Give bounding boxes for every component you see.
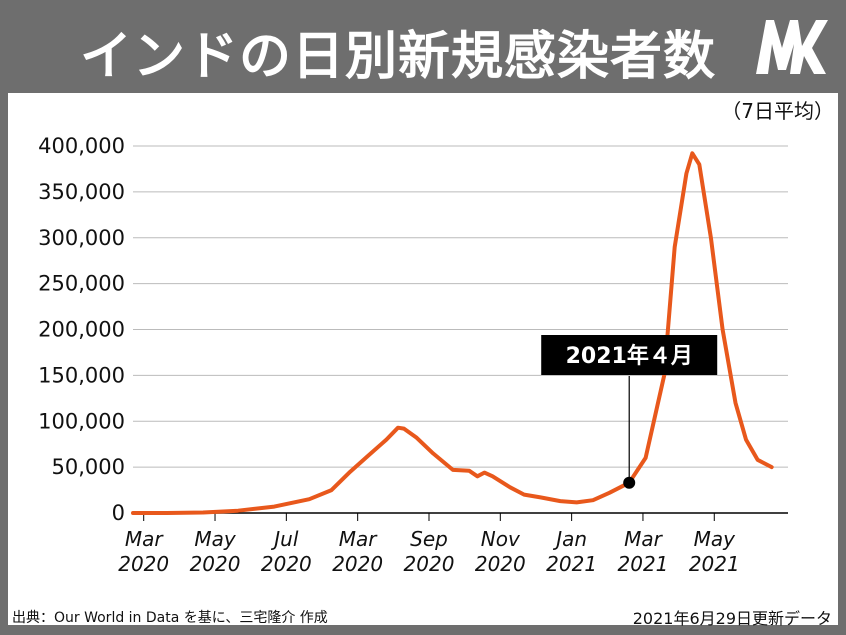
chart-title: インドの日別新規感染者数 [80,27,717,87]
x-tick-month: Jul [270,527,299,551]
y-tick-label: 50,000 [52,455,125,479]
x-tick-year: 2021 [689,552,740,576]
mk-logo-icon [756,20,828,74]
x-tick-month: Mar [339,527,379,551]
annotation-box [541,335,718,375]
y-tick-label: 250,000 [38,272,125,296]
x-tick-month: Nov [481,527,521,551]
annotation-dot [623,476,636,489]
annotation-label: 2021年４月 [566,343,693,369]
x-tick-year: 2020 [118,552,169,576]
x-tick-month: May [194,527,237,551]
source-text: 出典：Our World in Data を基に、三宅隆介 作成 [12,610,328,626]
y-tick-label: 400,000 [38,134,125,158]
average-note: （7日平均） [721,99,834,123]
x-tick-month: Mar [624,527,664,551]
header-bar: インドの日別新規感染者数 [0,0,846,93]
x-tick-year: 2020 [332,552,383,576]
x-tick-year: 2020 [404,552,455,576]
y-tick-label: 0 [112,501,125,525]
x-tick-year: 2020 [475,552,526,576]
x-tick-year: 2021 [546,552,597,576]
y-tick-label: 350,000 [38,180,125,204]
x-tick-month: May [694,527,737,551]
chart-panel: （7日平均） 0 50,000 100,000 150,000 200,000 250,0… [8,93,838,628]
line-chart: 0 50,000 100,000 150,000 200,000 250,000 300,0… [38,134,788,576]
x-tick-year: 2020 [261,552,312,576]
y-tick-label: 200,000 [38,318,125,342]
series-line [131,151,774,515]
y-tick-label: 100,000 [38,409,125,433]
x-tick-month: Mar [125,527,165,551]
x-tick-year: 2021 [618,552,669,576]
x-tick-year: 2020 [190,552,241,576]
x-tick-month: Sep [410,527,448,551]
x-tick-month: Jan [552,527,587,551]
updated-text: 2021年6月29日更新データ [632,609,832,628]
y-tick-label: 150,000 [38,363,125,387]
y-tick-label: 300,000 [38,226,125,250]
